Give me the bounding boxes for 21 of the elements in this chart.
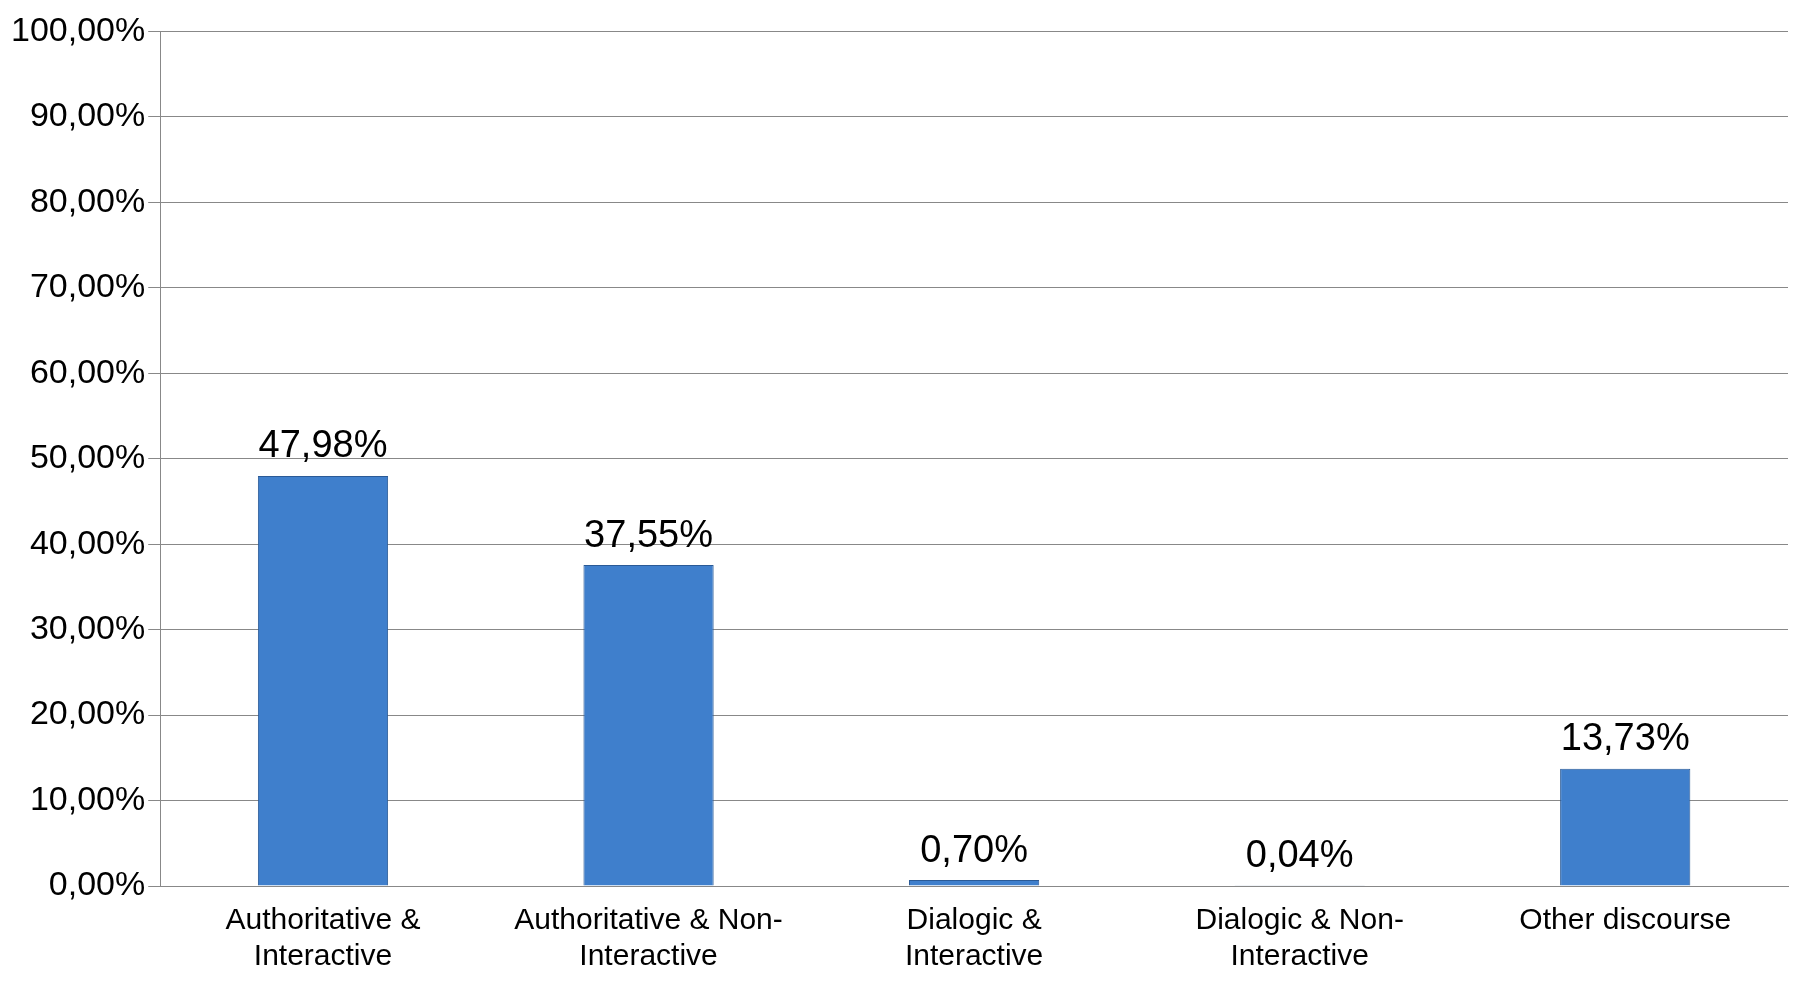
y-tick-label: 0,00% (48, 864, 146, 903)
y-tick-label: 70,00% (29, 266, 146, 305)
data-label: 0,04% (1245, 833, 1354, 876)
data-label: 13,73% (1560, 716, 1690, 759)
y-tick-label: 60,00% (29, 351, 146, 390)
y-tick-label: 100,00% (10, 9, 146, 48)
x-tick-label: Other discourse (1519, 902, 1732, 936)
y-tick-label: 80,00% (29, 180, 146, 219)
y-tick-label: 30,00% (29, 607, 146, 646)
x-tick-label: Dialogic & Non-Interactive (1195, 902, 1404, 972)
y-tick-label: 20,00% (29, 693, 146, 732)
y-tick-label: 90,00% (29, 95, 146, 134)
x-tick-label: Authoritative & Non-Interactive (514, 902, 783, 972)
data-label: 0,70% (920, 827, 1028, 870)
x-tick-label: Authoritative & Interactive (225, 902, 421, 972)
y-tick-label: 10,00% (29, 778, 146, 817)
y-tick-label: 50,00% (29, 437, 146, 476)
data-label: 47,98% (258, 423, 388, 466)
data-label: 37,55% (584, 512, 713, 555)
x-tick-label: Dialogic & Interactive (904, 902, 1044, 972)
y-tick-label: 40,00% (29, 522, 146, 561)
